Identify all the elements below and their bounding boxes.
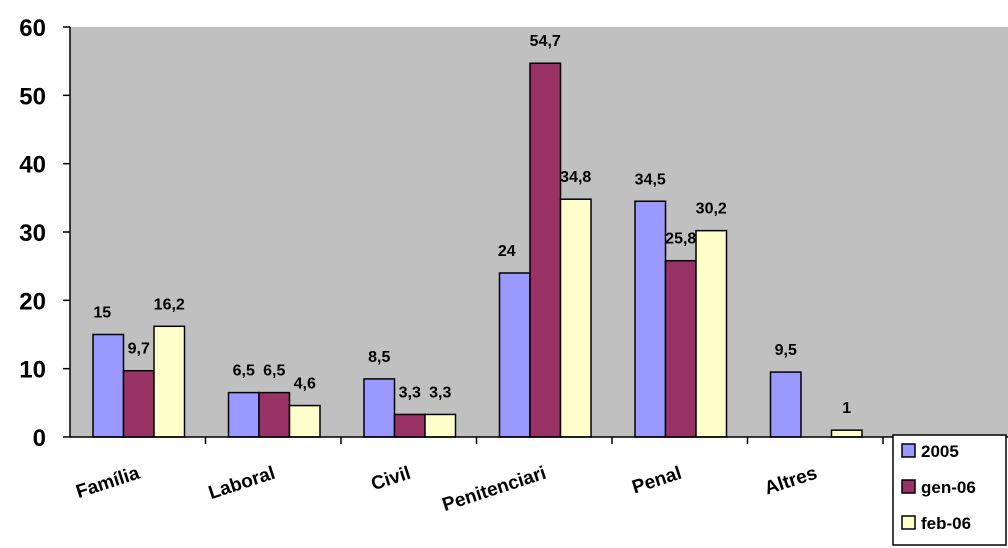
data-label-2005-Altres: 9,5: [775, 342, 797, 359]
category-label: Penal: [630, 463, 685, 499]
legend-label-feb-06: feb-06: [921, 514, 971, 533]
legend-swatch-2005: [901, 443, 916, 458]
category-label: Penitenciari: [440, 463, 549, 516]
data-label-feb-06-Penal: 30,2: [696, 201, 727, 218]
bar-feb-06-Civil: [424, 413, 457, 438]
y-tick-label: 50: [19, 83, 46, 110]
data-label-2005-Penitenciari: 24: [498, 243, 516, 260]
legend: 2005 gen-06 feb-06: [892, 434, 1007, 546]
data-label-gen-06-Civil: 3,3: [399, 384, 421, 401]
bar-gen-06-Laboral: [258, 391, 291, 438]
data-label-feb-06-Civil: 3,3: [429, 384, 451, 401]
y-tick-label: 40: [19, 152, 46, 179]
category-label: Laboral: [206, 463, 278, 504]
data-label-gen-06-Penal: 25,8: [665, 231, 696, 248]
bar-gen-06-Civil: [393, 413, 426, 438]
bar-feb-06-Família: [153, 325, 186, 438]
bar-gen-06-Penitenciari: [529, 62, 562, 438]
data-label-gen-06-Penitenciari: 54,7: [530, 33, 561, 50]
bar-2005-Civil: [363, 378, 396, 438]
data-label-gen-06-Laboral: 6,5: [263, 363, 285, 380]
bar-2005-Altres: [769, 371, 802, 438]
bar-feb-06-Penitenciari: [559, 198, 592, 438]
category-label: Civil: [369, 463, 414, 495]
bar-2005-Penal: [634, 200, 667, 438]
bar-gen-06-Família: [122, 369, 155, 438]
data-label-feb-06-Família: 16,2: [154, 296, 185, 313]
y-tick-label: 10: [19, 357, 46, 384]
data-label-2005-Penal: 34,5: [635, 171, 666, 188]
data-label-2005-Civil: 8,5: [368, 349, 390, 366]
y-tick-label: 20: [19, 288, 46, 315]
legend-label-2005: 2005: [921, 442, 959, 461]
axes-layer: 0 10 20 30 40 50 60: [19, 15, 1008, 452]
bar-2005-Laboral: [227, 391, 260, 438]
bar-gen-06-Penal: [664, 259, 697, 438]
bar-feb-06-Laboral: [288, 404, 321, 438]
y-tick-label: 30: [19, 220, 46, 247]
bar-feb-06-Penal: [695, 229, 728, 438]
data-label-feb-06-Laboral: 4,6: [294, 376, 316, 393]
data-labels-layer: 15 9,7 16,2 6,5 6,5 4,6 8,5 3,3 3,3 24 54,7 34,8 34,…: [93, 33, 851, 417]
legend-swatch-feb-06: [901, 515, 916, 530]
legend-label-gen-06: gen-06: [921, 478, 976, 497]
category-label: Altres: [762, 463, 820, 500]
category-labels-layer: Família Laboral Civil Penitenciari Penal Altr…: [74, 463, 820, 516]
category-label: Família: [74, 463, 143, 503]
y-tick-label: 60: [19, 15, 46, 42]
legend-swatch-gen-06: [901, 479, 916, 494]
data-label-feb-06-Altres: 1: [842, 400, 851, 417]
bar-2005-Penitenciari: [498, 272, 531, 438]
data-label-2005-Laboral: 6,5: [233, 363, 255, 380]
bar-feb-06-Altres: [830, 429, 863, 438]
data-label-2005-Família: 15: [93, 305, 111, 322]
data-label-feb-06-Penitenciari: 34,8: [560, 169, 591, 186]
bar-2005-Família: [92, 333, 125, 438]
y-tick-label: 0: [33, 425, 46, 452]
bars-layer: [92, 62, 863, 438]
data-label-gen-06-Família: 9,7: [128, 341, 150, 358]
